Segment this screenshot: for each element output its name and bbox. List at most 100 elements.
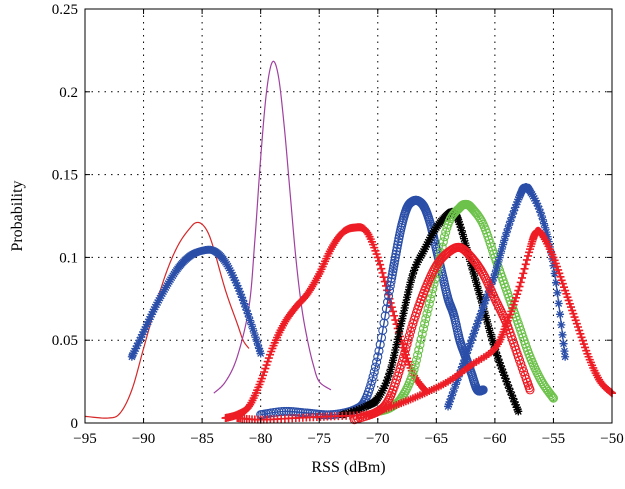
marker-circle <box>548 393 558 403</box>
x-tick-label: −80 <box>249 431 272 447</box>
marker-star <box>469 329 478 338</box>
marker-plus <box>373 253 382 262</box>
marker-star <box>530 194 539 203</box>
marker-star <box>554 299 563 308</box>
marker-star <box>410 266 419 275</box>
marker-circle <box>372 357 382 367</box>
series-1 <box>84 221 250 419</box>
marker-plus <box>520 264 529 273</box>
marker-circle <box>279 406 289 416</box>
marker-star <box>420 245 429 254</box>
marker-star <box>557 320 566 329</box>
marker-circle <box>416 334 426 344</box>
marker-star <box>131 344 140 353</box>
marker-star <box>239 296 248 305</box>
marker-star <box>467 336 476 345</box>
marker-star <box>451 380 460 389</box>
marker-star <box>227 268 236 277</box>
marker-circle <box>381 304 391 314</box>
marker-star <box>493 262 502 271</box>
marker-star <box>158 289 167 298</box>
marker-star <box>403 293 412 302</box>
marker-circle <box>379 318 389 328</box>
marker-star <box>481 296 490 305</box>
y-tick-label: 0.05 <box>52 333 78 349</box>
ticks: −95 −90 −85 −80 −75 −70 −65 −60 −55 −50 0 0.05 0.1 0.… <box>52 2 624 447</box>
marker-star <box>460 234 469 243</box>
marker-star <box>466 339 475 348</box>
marker-circle <box>384 291 394 301</box>
marker-star <box>346 408 355 417</box>
marker-star <box>497 244 506 253</box>
marker-star <box>497 364 506 373</box>
marker-circle <box>516 359 526 369</box>
marker-star <box>247 320 256 329</box>
marker-star <box>468 332 477 341</box>
marker-star <box>482 315 491 324</box>
series-layer <box>84 60 616 425</box>
marker-plus <box>519 269 528 278</box>
marker-star <box>255 344 264 353</box>
marker-star <box>496 249 505 258</box>
marker-star <box>456 223 465 232</box>
marker-star <box>480 299 489 308</box>
marker-star <box>475 290 484 299</box>
marker-star <box>137 333 146 342</box>
marker-star <box>487 332 496 341</box>
marker-star <box>256 349 265 358</box>
marker-circle <box>368 371 378 382</box>
marker-star <box>506 387 515 396</box>
marker-circle <box>402 339 412 349</box>
x-tick-label: −60 <box>483 431 506 447</box>
series-9 <box>349 242 535 425</box>
marker-star <box>473 282 482 291</box>
marker-star <box>255 347 264 356</box>
marker-star <box>458 362 467 371</box>
marker-star <box>393 335 402 344</box>
marker-circle <box>437 242 447 252</box>
marker-star <box>510 397 519 406</box>
marker-star <box>541 223 550 232</box>
marker-star <box>502 377 511 386</box>
marker-star <box>460 356 469 365</box>
marker-circle <box>367 376 377 386</box>
marker-star <box>535 205 544 214</box>
marker-star <box>489 273 498 282</box>
marker-star <box>241 302 250 311</box>
marker-star <box>392 340 401 349</box>
marker-star <box>511 400 520 409</box>
marker-star <box>482 293 491 302</box>
marker-star <box>550 269 559 278</box>
marker-star <box>488 277 497 286</box>
marker-star <box>134 339 143 348</box>
marker-star <box>453 376 462 385</box>
marker-star <box>538 215 547 224</box>
marker-circle <box>387 270 397 280</box>
marker-circle <box>408 368 418 378</box>
marker-star <box>479 303 488 312</box>
x-axis-title: RSS (dBm) <box>311 459 385 476</box>
marker-star <box>352 406 361 415</box>
marker-circle <box>423 304 433 314</box>
marker-circle <box>425 294 436 304</box>
marker-circle <box>386 277 396 287</box>
marker-star <box>349 407 358 416</box>
marker-star <box>235 287 244 296</box>
marker-star <box>492 348 501 357</box>
marker-star <box>254 341 263 350</box>
marker-star <box>405 283 414 292</box>
marker-star <box>454 217 463 226</box>
marker-star <box>128 351 137 360</box>
marker-star <box>474 286 483 295</box>
marker-star <box>412 260 421 269</box>
marker-star <box>401 298 410 307</box>
marker-star <box>515 193 524 202</box>
marker-star <box>559 339 568 348</box>
marker-star <box>397 319 406 328</box>
marker-star <box>427 231 436 240</box>
marker-star <box>229 273 238 282</box>
marker-circle <box>366 380 376 390</box>
marker-circle <box>403 335 413 345</box>
marker-star <box>558 330 567 339</box>
marker-star <box>248 324 257 333</box>
